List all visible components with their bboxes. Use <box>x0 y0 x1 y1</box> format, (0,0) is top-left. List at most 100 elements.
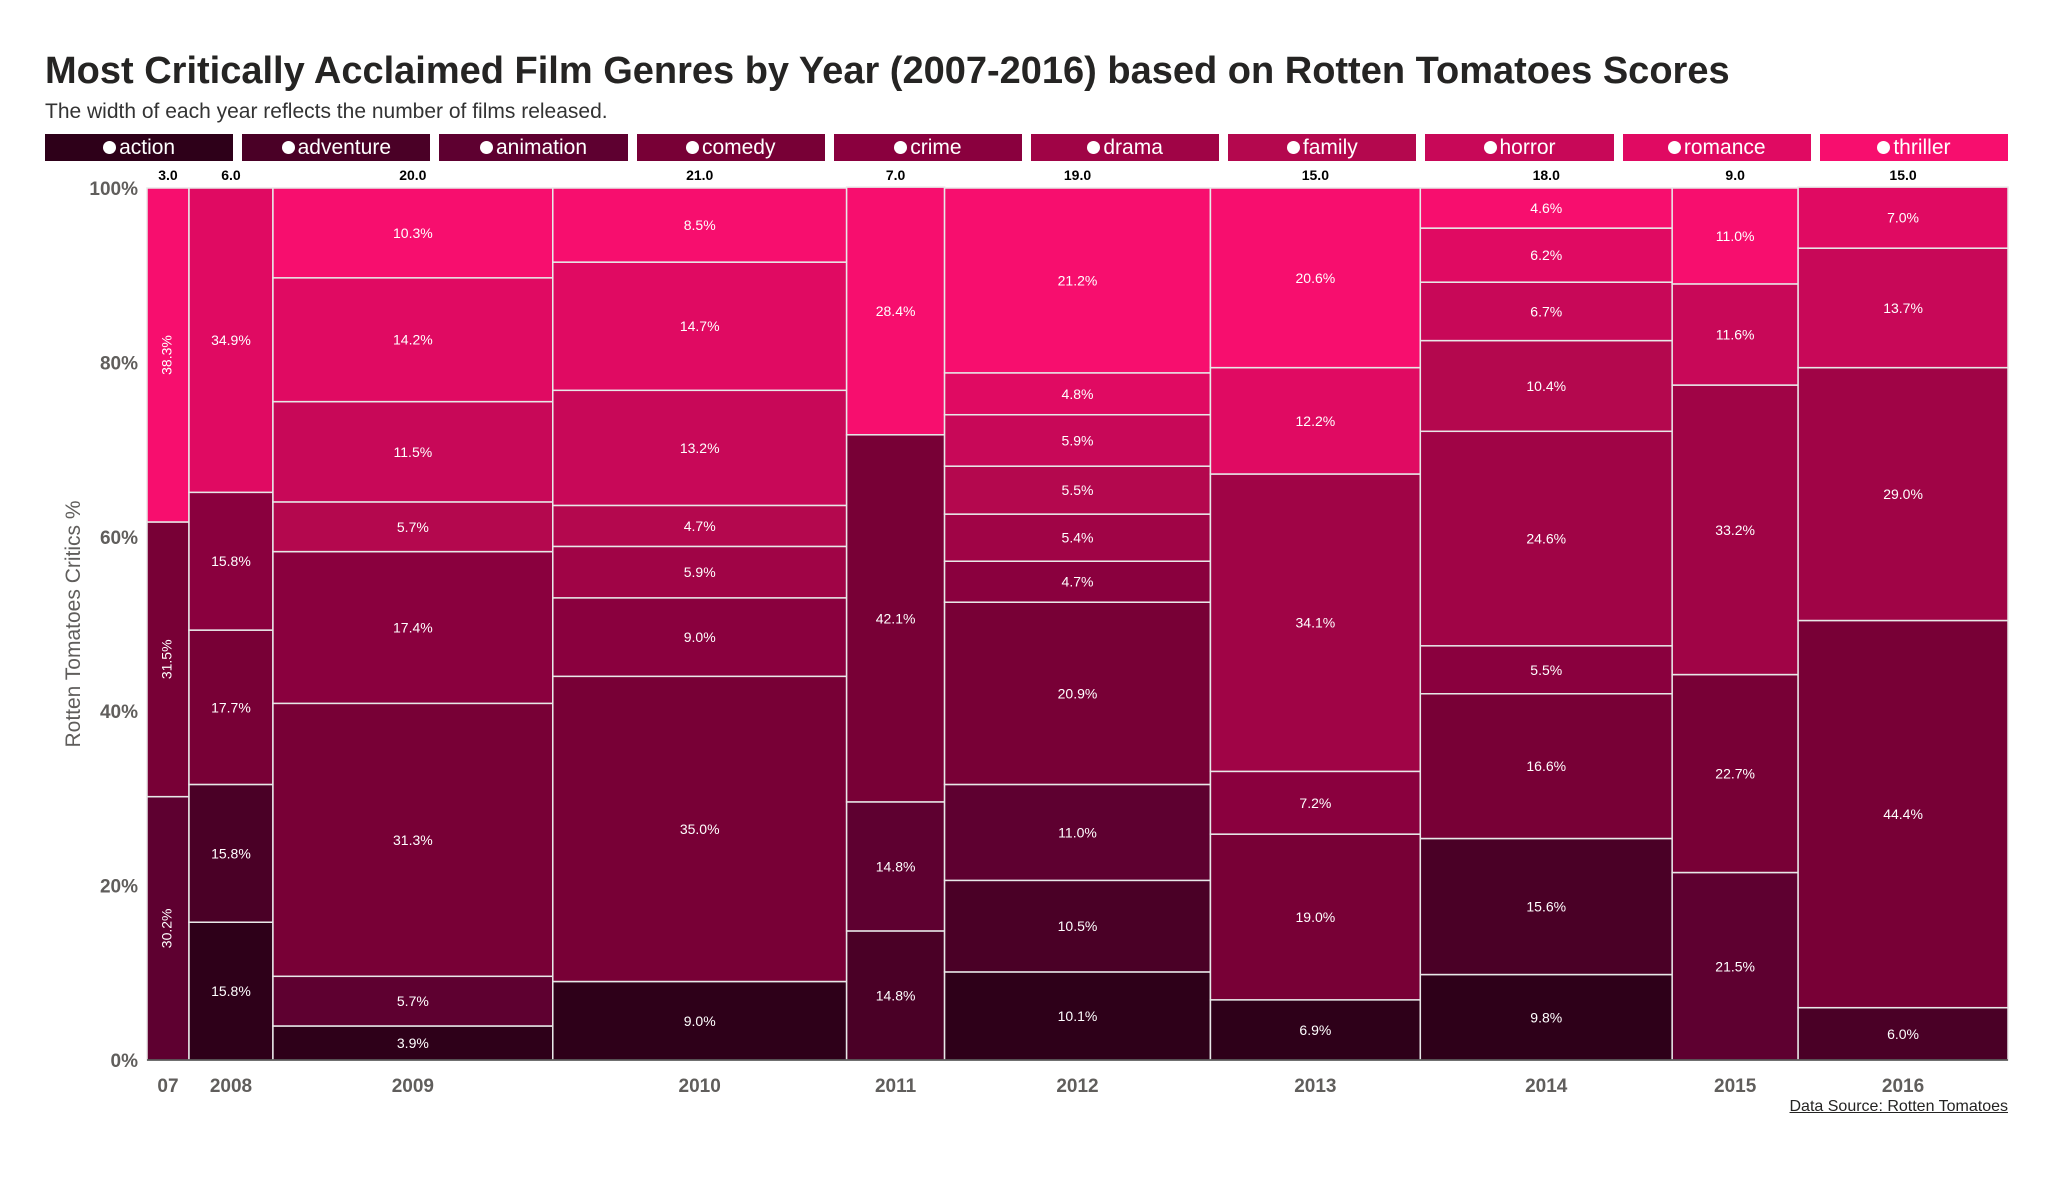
segment-comedy <box>845 434 946 803</box>
segment-family <box>943 465 1212 515</box>
segment-action <box>1209 999 1422 1061</box>
legend-dot-icon <box>1667 141 1681 154</box>
data-label: 13.7% <box>1883 300 1923 316</box>
data-label: 5.9% <box>684 564 716 580</box>
data-label: 11.5% <box>394 444 433 460</box>
data-label: 21.2% <box>1058 272 1098 288</box>
data-label: 44.4% <box>1883 806 1923 822</box>
legend-item-family[interactable]: family <box>1228 134 1417 161</box>
data-source-link[interactable]: Data Source: Rotten Tomatoes <box>1789 1098 2009 1115</box>
y-tick-label: 0% <box>111 1051 139 1072</box>
legend-dot-icon <box>103 141 117 154</box>
segment-crime <box>1209 770 1422 835</box>
x-tick-label: 2012 <box>1056 1076 1098 1097</box>
legend-item-horror[interactable]: horror <box>1425 134 1614 161</box>
legend-dot-icon <box>479 141 493 154</box>
legend-item-crime[interactable]: crime <box>833 134 1023 161</box>
x-tick-label: 2011 <box>875 1076 917 1097</box>
segment-comedy <box>552 675 848 983</box>
legend-label: crime <box>910 135 962 159</box>
data-label: 15.6% <box>1526 899 1566 915</box>
y-tick-label: 60% <box>100 528 138 549</box>
x-tick-label: 2010 <box>679 1076 721 1097</box>
legend-item-comedy[interactable]: comedy <box>636 134 825 161</box>
legend-item-romance[interactable]: romance <box>1622 134 1811 161</box>
segment-thriller <box>845 186 946 436</box>
data-label: 31.3% <box>393 832 433 848</box>
data-label: 42.1% <box>876 610 916 626</box>
segment-comedy <box>1797 619 2009 1009</box>
x-tick-label: 2008 <box>210 1076 252 1097</box>
data-label: 11.0% <box>1716 228 1755 244</box>
segment-horror <box>1671 283 1799 386</box>
data-label: 15.8% <box>211 845 251 861</box>
legend-label: thriller <box>1893 135 1951 159</box>
segment-thriller <box>1419 187 1673 229</box>
data-label: 12.2% <box>1296 413 1336 429</box>
segment-comedy <box>272 702 554 978</box>
legend-item-animation[interactable]: animation <box>439 134 628 161</box>
y-tick-label: 100% <box>89 179 138 200</box>
chart-subtitle: The width of each year reflects the numb… <box>45 100 608 123</box>
segment-action <box>272 1025 554 1061</box>
x-tick-label: 2016 <box>1882 1076 1924 1097</box>
segment-animation <box>943 783 1212 882</box>
data-label: 14.8% <box>876 987 916 1003</box>
data-label: 7.0% <box>1887 210 1919 226</box>
legend-dot-icon <box>685 141 699 154</box>
segment-romance <box>552 261 848 392</box>
segment-drama <box>552 545 848 599</box>
segment-drama <box>1797 366 2009 622</box>
legend-label: drama <box>1103 135 1163 159</box>
film-count-label: 19.0 <box>1064 167 1091 183</box>
data-label: 33.2% <box>1715 522 1755 538</box>
data-label: 24.6% <box>1526 531 1566 547</box>
legend-item-thriller[interactable]: thriller <box>1819 134 2009 161</box>
data-label: 30.2% <box>159 908 175 948</box>
data-label: 14.2% <box>393 332 433 348</box>
segment-horror <box>1419 281 1673 342</box>
segment-crime <box>1419 645 1673 695</box>
segment-comedy <box>943 601 1212 786</box>
film-count-label: 6.0 <box>221 167 241 183</box>
data-label: 38.3% <box>159 335 175 375</box>
segment-comedy <box>1671 673 1799 874</box>
data-label: 14.7% <box>680 318 720 334</box>
legend-dot-icon <box>1087 141 1101 154</box>
legend-label: adventure <box>297 135 391 159</box>
x-tick-label: 2013 <box>1294 1076 1336 1097</box>
film-count-label: 3.0 <box>158 167 178 183</box>
data-label: 11.6% <box>1716 326 1755 342</box>
data-label: 31.5% <box>159 639 175 679</box>
segment-romance <box>943 372 1212 416</box>
film-count-label: 18.0 <box>1533 167 1560 183</box>
segment-crime <box>188 491 274 631</box>
segment-comedy <box>1419 693 1673 840</box>
segment-action <box>188 921 274 1061</box>
data-label: 4.8% <box>1062 386 1094 402</box>
film-count-label: 15.0 <box>1889 167 1916 183</box>
data-label: 4.7% <box>684 518 716 534</box>
legend-item-action[interactable]: action <box>45 134 234 161</box>
data-label: 4.6% <box>1530 200 1562 216</box>
data-label: 20.9% <box>1058 685 1098 701</box>
data-label: 3.9% <box>397 1035 429 1051</box>
legend-label: family <box>1302 135 1358 159</box>
data-label: 5.4% <box>1062 530 1094 546</box>
segment-horror <box>272 400 554 503</box>
film-count-label: 21.0 <box>686 167 713 183</box>
data-label: 8.5% <box>684 217 716 233</box>
film-count-label: 9.0 <box>1725 167 1745 183</box>
legend-item-adventure[interactable]: adventure <box>242 134 431 161</box>
segment-adventure <box>188 783 274 923</box>
segment-comedy <box>1209 833 1422 1001</box>
segment-thriller <box>146 187 190 523</box>
segment-horror <box>552 389 848 507</box>
segment-thriller <box>272 187 554 279</box>
segment-crime <box>943 560 1212 603</box>
data-label: 34.1% <box>1296 615 1336 631</box>
segment-action <box>943 971 1212 1061</box>
data-label: 6.2% <box>1530 247 1562 263</box>
legend-item-drama[interactable]: drama <box>1031 134 1220 161</box>
legend-dot-icon <box>1483 141 1497 154</box>
